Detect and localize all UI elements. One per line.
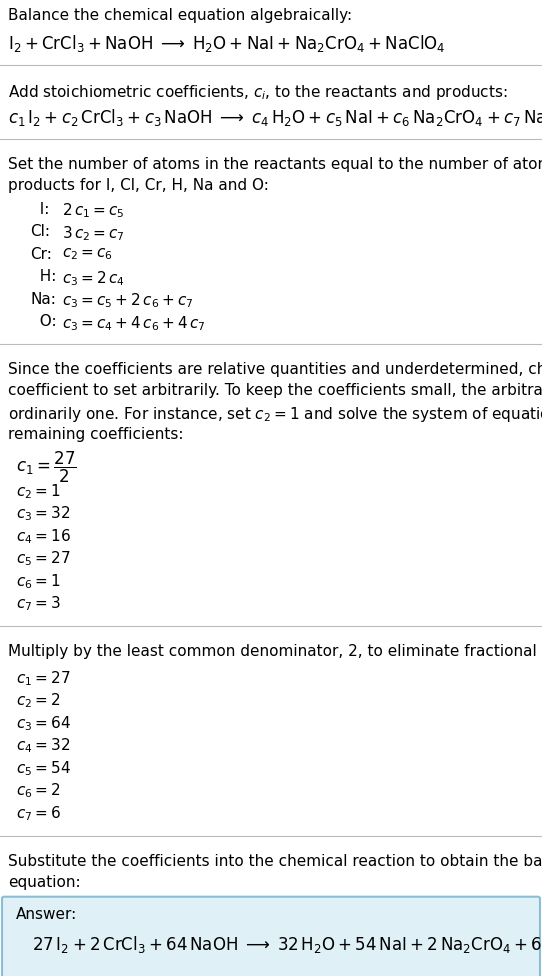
Text: Add stoichiometric coefficients, $c_i$, to the reactants and products:: Add stoichiometric coefficients, $c_i$, … (8, 83, 508, 102)
Text: Na:: Na: (30, 292, 56, 306)
Text: $c_4 = 32$: $c_4 = 32$ (16, 737, 70, 755)
Text: remaining coefficients:: remaining coefficients: (8, 427, 184, 441)
Text: O:: O: (30, 314, 56, 329)
Text: Answer:: Answer: (16, 907, 78, 921)
Text: $c_3 = c_5 + 2\,c_6 + c_7$: $c_3 = c_5 + 2\,c_6 + c_7$ (62, 292, 193, 310)
Text: H:: H: (30, 269, 56, 284)
Text: $2\,c_1 = c_5$: $2\,c_1 = c_5$ (62, 202, 125, 221)
Text: $c_1 = \dfrac{27}{2}$: $c_1 = \dfrac{27}{2}$ (16, 450, 76, 485)
Text: $c_3 = c_4 + 4\,c_6 + 4\,c_7$: $c_3 = c_4 + 4\,c_6 + 4\,c_7$ (62, 314, 205, 333)
Text: Set the number of atoms in the reactants equal to the number of atoms in the: Set the number of atoms in the reactants… (8, 156, 542, 172)
Text: Since the coefficients are relative quantities and underdetermined, choose a: Since the coefficients are relative quan… (8, 362, 542, 377)
FancyBboxPatch shape (2, 897, 540, 976)
Text: I:: I: (30, 202, 49, 217)
Text: coefficient to set arbitrarily. To keep the coefficients small, the arbitrary va: coefficient to set arbitrarily. To keep … (8, 384, 542, 398)
Text: $c_3 = 32$: $c_3 = 32$ (16, 505, 70, 523)
Text: $\mathrm{I_2 + CrCl_3 + NaOH} \;\longrightarrow\; \mathrm{H_2O + NaI + Na_2CrO_4: $\mathrm{I_2 + CrCl_3 + NaOH} \;\longrig… (8, 33, 446, 55)
Text: $c_7 = 6$: $c_7 = 6$ (16, 804, 61, 823)
Text: $c_7 = 3$: $c_7 = 3$ (16, 594, 61, 613)
Text: $c_6 = 1$: $c_6 = 1$ (16, 572, 61, 590)
Text: Balance the chemical equation algebraically:: Balance the chemical equation algebraica… (8, 8, 352, 23)
Text: $c_5 = 27$: $c_5 = 27$ (16, 549, 70, 568)
Text: Multiply by the least common denominator, 2, to eliminate fractional coefficient: Multiply by the least common denominator… (8, 644, 542, 659)
Text: $c_6 = 2$: $c_6 = 2$ (16, 782, 61, 800)
Text: $c_2 = 2$: $c_2 = 2$ (16, 692, 61, 711)
Text: ordinarily one. For instance, set $c_2 = 1$ and solve the system of equations fo: ordinarily one. For instance, set $c_2 =… (8, 405, 542, 424)
Text: $c_1 = 27$: $c_1 = 27$ (16, 670, 70, 688)
Text: $c_3 = 2\,c_4$: $c_3 = 2\,c_4$ (62, 269, 125, 288)
Text: $c_4 = 16$: $c_4 = 16$ (16, 527, 71, 546)
Text: $c_2 = 1$: $c_2 = 1$ (16, 482, 61, 501)
Text: $27\,\mathrm{I_2} + 2\,\mathrm{CrCl_3} + 64\,\mathrm{NaOH} \;\longrightarrow\; 3: $27\,\mathrm{I_2} + 2\,\mathrm{CrCl_3} +… (32, 934, 542, 955)
Text: products for I, Cl, Cr, H, Na and O:: products for I, Cl, Cr, H, Na and O: (8, 179, 269, 193)
Text: equation:: equation: (8, 875, 81, 890)
Text: Cl:: Cl: (30, 224, 50, 239)
Text: $3\,c_2 = c_7$: $3\,c_2 = c_7$ (62, 224, 125, 243)
Text: $c_1\,\mathrm{I_2} + c_2\,\mathrm{CrCl_3} + c_3\,\mathrm{NaOH} \;\longrightarrow: $c_1\,\mathrm{I_2} + c_2\,\mathrm{CrCl_3… (8, 106, 542, 128)
Text: $c_5 = 54$: $c_5 = 54$ (16, 759, 71, 778)
Text: $c_3 = 64$: $c_3 = 64$ (16, 714, 71, 733)
Text: Cr:: Cr: (30, 247, 52, 262)
Text: Substitute the coefficients into the chemical reaction to obtain the balanced: Substitute the coefficients into the che… (8, 854, 542, 869)
Text: $c_2 = c_6$: $c_2 = c_6$ (62, 247, 113, 263)
